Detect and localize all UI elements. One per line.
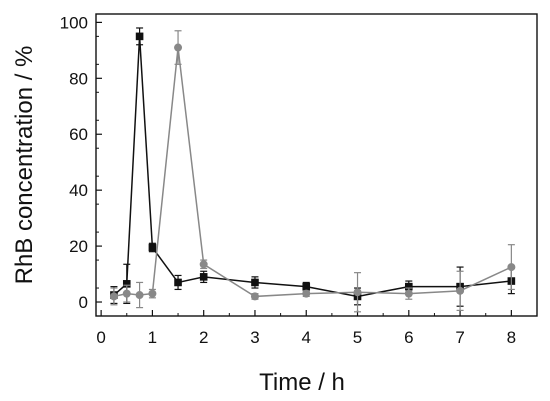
data-point [174,43,183,52]
series-line [113,36,512,298]
x-tick-label: 4 [302,328,311,347]
data-point [148,289,157,298]
data-point [250,292,259,301]
x-tick-label: 1 [148,328,157,347]
y-axis-title: RhB concentration / % [11,46,38,285]
series-1 [110,27,516,307]
data-point [122,280,131,288]
plot-frame [95,13,538,317]
data-point [148,243,157,252]
data-point [109,292,118,301]
data-point [302,289,311,298]
x-tick-label: 3 [250,328,259,347]
data-point [251,278,259,287]
y-tick-label: 100 [60,13,88,32]
y-tick-label: 60 [69,125,88,144]
x-tick-label: 7 [455,328,464,347]
data-point [135,291,144,300]
x-axis-title: Time / h [259,369,345,396]
data-point [174,278,182,287]
x-tick-label: 8 [507,328,516,347]
data-point [353,288,362,297]
y-tick-label: 80 [69,69,88,88]
y-tick-label: 20 [69,237,88,256]
data-point [135,32,144,41]
x-tick-label: 6 [404,328,413,347]
data-point [404,289,413,298]
data-point [199,260,208,269]
data-point [122,289,131,298]
y-tick-label: 40 [69,181,88,200]
series-2 [109,30,516,313]
x-tick-label: 5 [353,328,362,347]
series-line [113,47,512,298]
x-tick-label: 0 [96,328,105,347]
x-tick-label: 2 [199,328,208,347]
data-point [199,273,208,281]
data-point [456,286,465,295]
data-point [507,263,516,272]
y-tick-label: 0 [79,293,88,312]
data-point [302,282,311,291]
data-point [405,282,413,291]
